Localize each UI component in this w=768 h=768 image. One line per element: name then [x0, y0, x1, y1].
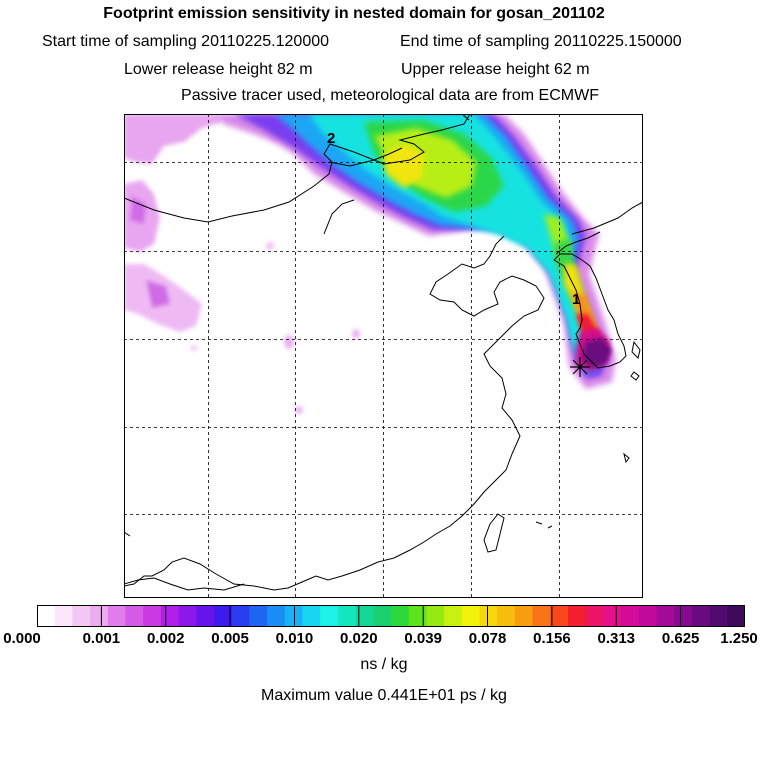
upper-release-label: Upper release height 62 m	[401, 61, 590, 78]
colorbar-cell	[638, 605, 658, 627]
colorbar-tick-label: 0.078	[468, 630, 507, 647]
footprint-plume	[214, 114, 616, 389]
colorbar-tick-label: 0.002	[146, 630, 185, 647]
colorbar-frame	[37, 605, 745, 627]
release-site-marker	[570, 357, 590, 377]
colorbar-tick-label: 0.010	[275, 630, 314, 647]
colorbar-cell	[355, 605, 374, 627]
colorbar-cell	[196, 605, 215, 627]
colorbar-cell	[373, 605, 392, 627]
colorbar-cell	[214, 605, 233, 627]
colorbar-cell	[727, 605, 745, 627]
colorbar-cell	[656, 605, 675, 627]
colorbar	[37, 605, 745, 627]
colorbar-tick-label: 0.156	[533, 630, 571, 647]
colorbar-cell	[709, 605, 728, 627]
lower-release-label: Lower release height 82 m	[124, 61, 313, 78]
colorbar-cell	[125, 605, 144, 627]
colorbar-cell	[514, 605, 534, 627]
colorbar-tick-label: 1.250	[720, 630, 758, 647]
colorbar-tick-label: 0.625	[661, 630, 700, 647]
colorbar-tick-label: 0.000	[3, 630, 41, 647]
colorbar-cell	[90, 605, 109, 627]
colorbar-unit-label: ns / kg	[360, 656, 408, 673]
colorbar-cell	[585, 605, 604, 627]
colorbar-cell	[160, 605, 180, 627]
colorbar-cell	[391, 605, 410, 627]
colorbar-cell	[426, 605, 445, 627]
colorbar-cell	[54, 605, 73, 627]
colorbar-cell	[107, 605, 127, 627]
colorbar-cell	[320, 605, 339, 627]
colorbar-cell	[231, 605, 250, 627]
start-time-label: Start time of sampling 20110225.120000	[42, 33, 330, 50]
trajectory-marker-1: 1	[572, 291, 580, 308]
colorbar-cell	[37, 605, 56, 627]
colorbar-tick-label: 0.005	[211, 630, 249, 647]
colorbar-cell	[550, 605, 569, 627]
colorbar-cell	[408, 605, 427, 627]
colorbar-cell	[143, 605, 162, 627]
coastlines	[124, 114, 643, 591]
colorbar-tick-label: 0.001	[82, 630, 121, 647]
colorbar-cell	[621, 605, 640, 627]
colorbar-cell	[674, 605, 693, 627]
plot-title: Footprint emission sensitivity in nested…	[103, 5, 605, 22]
colorbar-cells	[37, 605, 745, 627]
footprint-map: 2 1	[124, 114, 643, 598]
tracer-note: Passive tracer used, meteorological data…	[181, 87, 599, 104]
colorbar-tick-label: 0.313	[597, 630, 636, 647]
colorbar-cell	[284, 605, 304, 627]
trajectory-marker-2: 2	[327, 130, 335, 147]
graticule-grid	[124, 114, 643, 598]
colorbar-cell	[603, 605, 622, 627]
colorbar-cell	[568, 605, 587, 627]
colorbar-tick-label: 0.020	[340, 630, 378, 647]
colorbar-cell	[461, 605, 481, 627]
colorbar-cell	[249, 605, 268, 627]
colorbar-cell	[302, 605, 321, 627]
colorbar-cell	[178, 605, 197, 627]
map-frame	[124, 114, 643, 598]
colorbar-cell	[497, 605, 516, 627]
colorbar-cell	[479, 605, 498, 627]
maximum-value-label: Maximum value 0.441E+01 ps / kg	[261, 687, 507, 704]
colorbar-tick-label: 0.039	[404, 630, 442, 647]
colorbar-cell	[72, 605, 91, 627]
end-time-label: End time of sampling 20110225.150000	[400, 33, 682, 50]
colorbar-dividers	[100, 605, 682, 627]
colorbar-cell	[691, 605, 711, 627]
colorbar-cell	[337, 605, 357, 627]
colorbar-cell	[444, 605, 463, 627]
colorbar-cell	[267, 605, 286, 627]
colorbar-cell	[532, 605, 551, 627]
